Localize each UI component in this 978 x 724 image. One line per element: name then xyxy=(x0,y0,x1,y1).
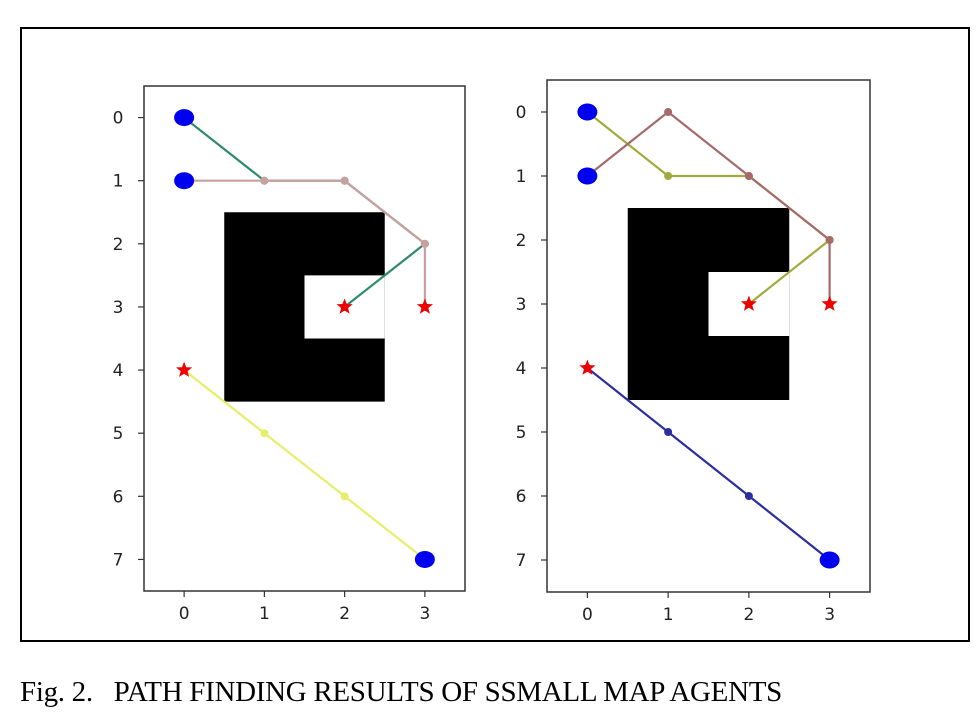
right-grid-plot: 0 1 2 3 0 1 2 3 4 5 6 7 xyxy=(516,79,871,625)
goal-star-marker xyxy=(579,359,596,375)
x-tick-label: 2 xyxy=(743,605,754,625)
y-tick-label: 3 xyxy=(516,295,527,315)
path-waypoint xyxy=(744,172,753,180)
x-tick-label: 1 xyxy=(663,605,674,625)
path-waypoint xyxy=(260,429,269,438)
goal-star-marker xyxy=(740,295,757,311)
y-tick-label: 4 xyxy=(113,361,124,381)
figure-frame xyxy=(20,27,970,642)
goal-star-marker xyxy=(821,295,838,311)
plot-area xyxy=(143,85,466,592)
path-waypoint xyxy=(340,176,349,185)
y-tick-label: 7 xyxy=(516,551,527,571)
path-waypoint xyxy=(420,239,429,248)
agent-path xyxy=(586,367,831,561)
goal-star-marker xyxy=(176,361,193,377)
y-tick-label: 1 xyxy=(113,172,124,192)
y-tick-label: 0 xyxy=(516,103,527,123)
path-waypoint xyxy=(664,108,673,116)
start-marker xyxy=(414,550,435,568)
y-tick-label: 0 xyxy=(113,109,124,129)
y-tick-label: 7 xyxy=(113,550,124,570)
start-marker xyxy=(577,167,598,185)
start-marker xyxy=(577,103,598,121)
y-tick-label: 6 xyxy=(516,487,527,507)
y-tick-label: 2 xyxy=(113,235,124,255)
x-tick-label: 3 xyxy=(419,604,430,624)
goal-star-marker xyxy=(416,298,433,314)
y-tick-label: 6 xyxy=(113,487,124,507)
y-tick-label: 2 xyxy=(516,231,527,251)
left-grid-plot: 0 1 2 3 0 1 2 3 4 5 6 7 xyxy=(113,85,466,624)
path-waypoint xyxy=(825,236,834,244)
path-waypoint xyxy=(664,428,673,436)
start-marker xyxy=(819,551,840,569)
y-tick-label: 1 xyxy=(516,167,527,187)
x-tick-label: 0 xyxy=(179,604,190,624)
x-tick-label: 0 xyxy=(582,605,593,625)
path-waypoint xyxy=(744,492,753,500)
y-tick-label: 4 xyxy=(516,359,527,379)
x-tick-label: 3 xyxy=(824,605,835,625)
start-marker xyxy=(174,172,195,190)
path-waypoint xyxy=(664,172,673,180)
path-waypoint xyxy=(340,492,349,501)
x-tick-label: 2 xyxy=(339,604,350,624)
y-tick-label: 3 xyxy=(113,298,124,318)
y-tick-label: 5 xyxy=(113,424,124,444)
agent-path xyxy=(183,369,426,561)
figure-caption: Fig. 2. PATH FINDING RESULTS OF SSMALL M… xyxy=(20,676,782,708)
x-tick-label: 1 xyxy=(259,604,270,624)
path-waypoint xyxy=(260,176,269,185)
goal-star-marker xyxy=(336,298,353,314)
start-marker xyxy=(174,109,195,127)
y-tick-label: 5 xyxy=(516,423,527,443)
